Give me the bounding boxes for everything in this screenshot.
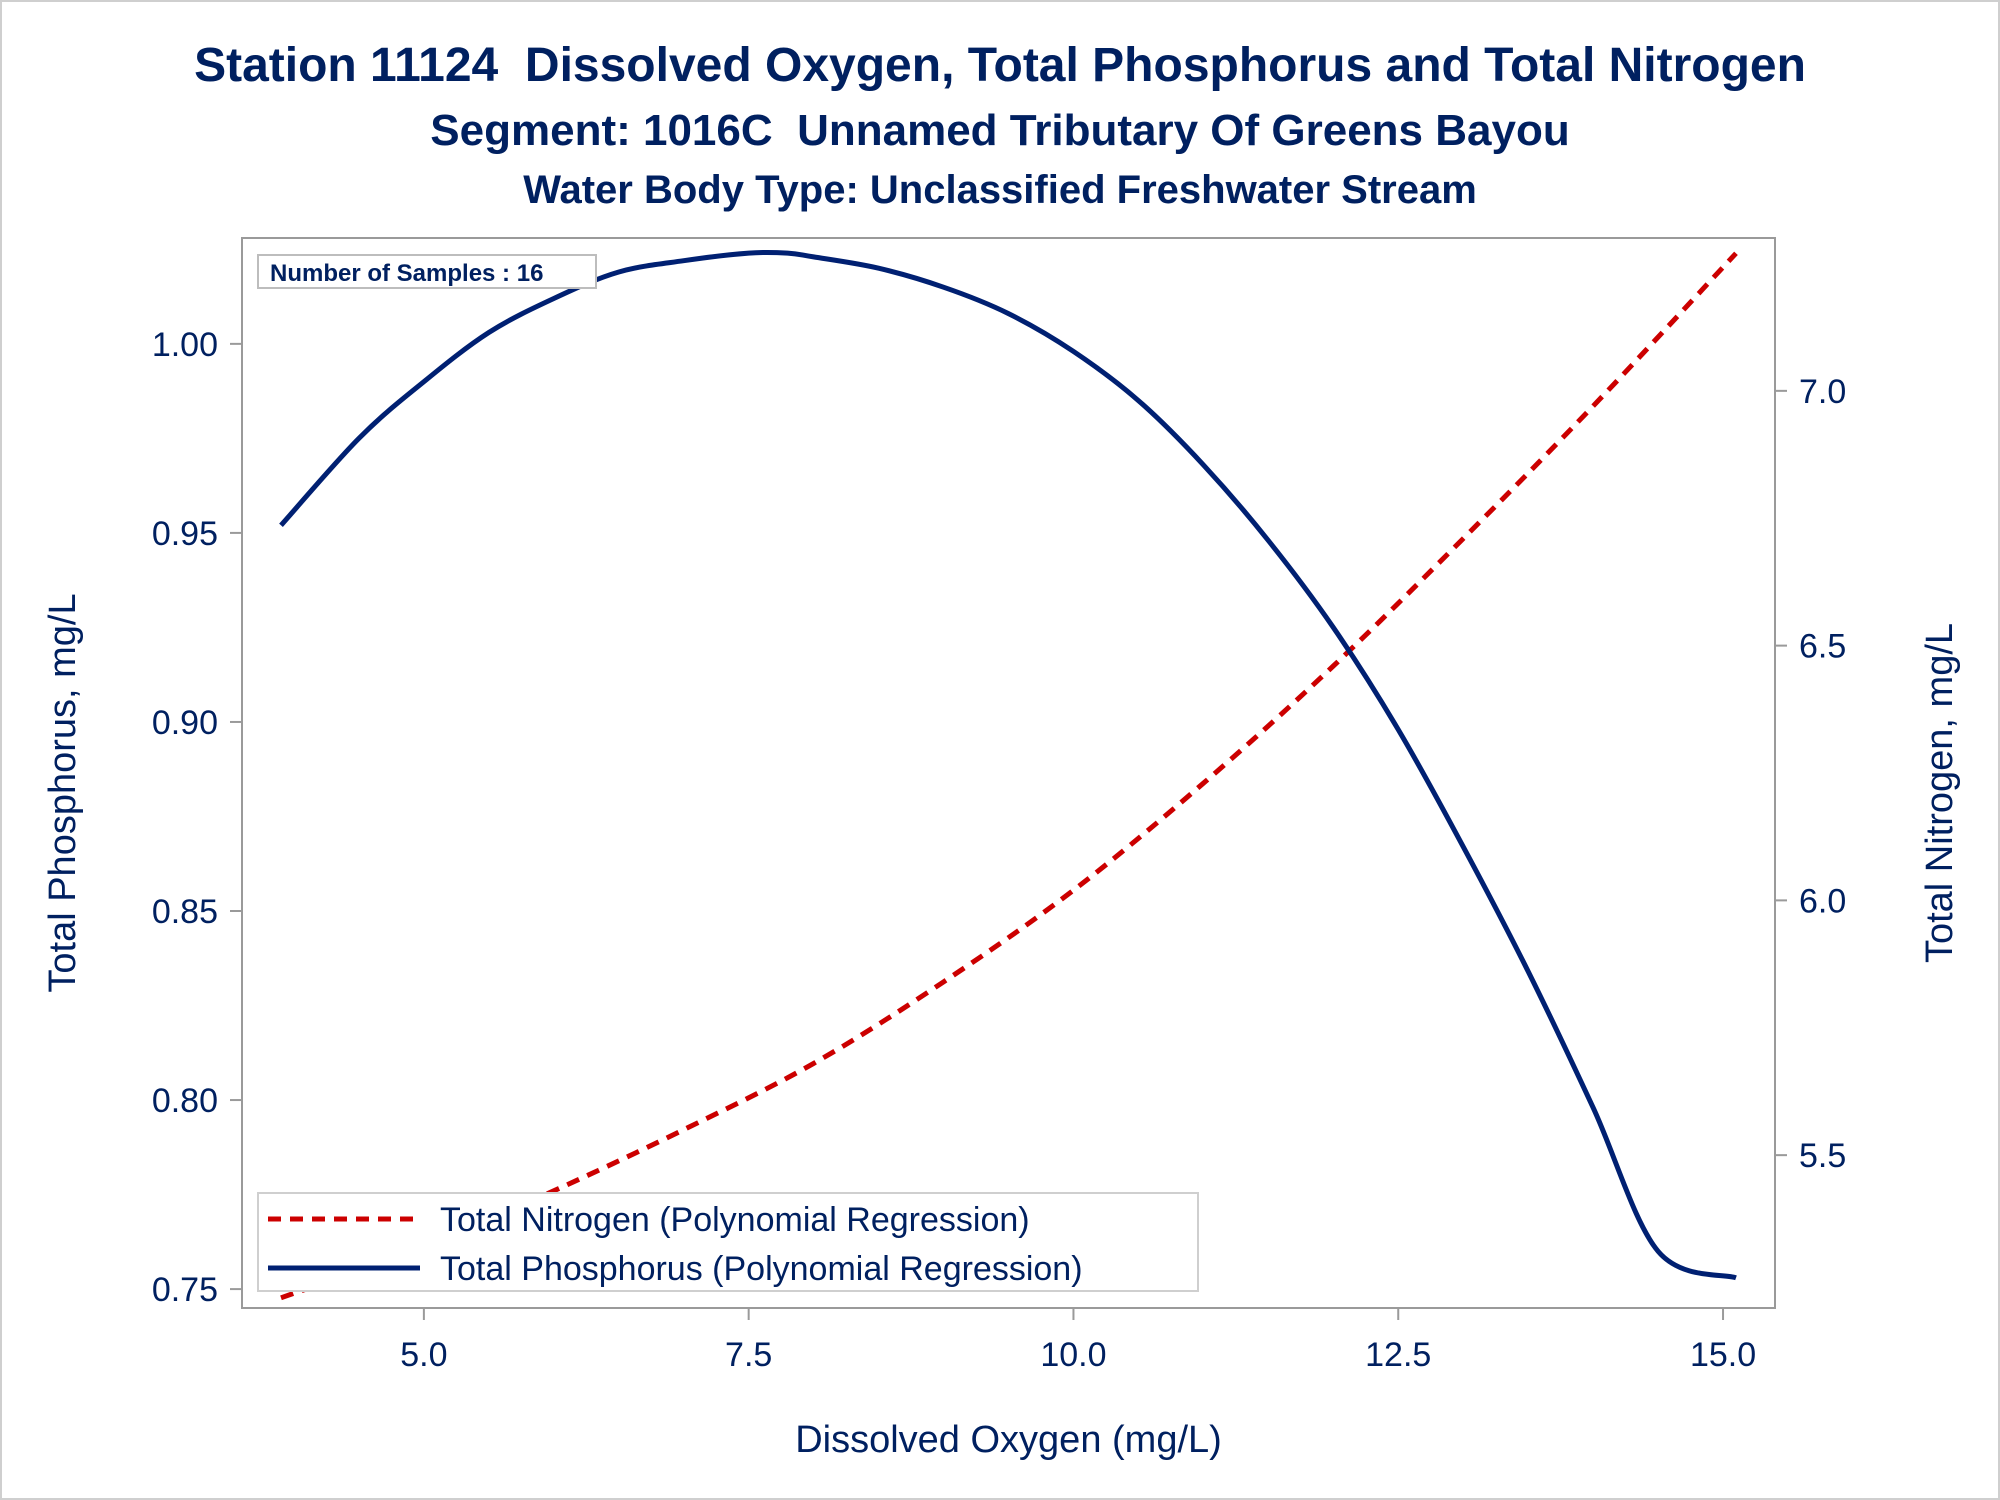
axes-group: 5.0 7.5 10.0 12.5 15.0 0.75 0.80 0.85 0.90 0.95 1.… (42, 326, 1961, 1461)
y-right-tick-label: 6.5 (1799, 628, 1846, 666)
chart-title: Station 11124 Dissolved Oxygen, Total Ph… (194, 39, 1806, 92)
y-right-tick-label: 7.0 (1799, 373, 1846, 411)
y-left-tick-label: 0.85 (152, 893, 218, 931)
y-left-tick-label: 0.75 (152, 1271, 218, 1309)
y-left-tick-label: 0.90 (152, 704, 218, 742)
legend-label-nitrogen: Total Nitrogen (Polynomial Regression) (440, 1201, 1030, 1239)
x-tick-label: 7.5 (725, 1336, 772, 1374)
legend: Total Nitrogen (Polynomial Regression) T… (257, 1192, 1199, 1292)
x-axis-label: Dissolved Oxygen (mg/L) (795, 1419, 1222, 1461)
series-layer (279, 249, 1738, 1301)
y-left-tick-label: 0.95 (152, 515, 218, 553)
legend-label-phosphorus: Total Phosphorus (Polynomial Regression) (440, 1250, 1083, 1288)
nitrogen-regression-line (280, 251, 1738, 1301)
y-left-tick-label: 0.80 (152, 1082, 218, 1120)
y-right-tick-label: 6.0 (1799, 882, 1846, 920)
x-tick-label: 15.0 (1690, 1336, 1756, 1374)
y-left-axis-label: Total Phosphorus, mg/L (42, 593, 84, 992)
x-tick-label: 5.0 (400, 1336, 447, 1374)
y-right-axis-label: Total Nitrogen, mg/L (1919, 623, 1961, 963)
plot-area (241, 237, 1776, 1309)
chart-subtitle-segment: Segment: 1016C Unnamed Tributary Of Gree… (430, 106, 1570, 155)
samples-inset: Number of Samples : 16 (257, 254, 597, 289)
samples-inset-text: Number of Samples : 16 (270, 260, 543, 287)
samples-inset-box (257, 254, 597, 289)
y-right-tick-label: 5.5 (1799, 1137, 1846, 1175)
phosphorus-regression-line (279, 249, 1737, 1281)
chart-subtitle-waterbody: Water Body Type: Unclassified Freshwater… (523, 168, 1477, 212)
x-tick-label: 12.5 (1365, 1336, 1431, 1374)
y-left-tick-label: 1.00 (152, 326, 218, 364)
legend-box (257, 1192, 1199, 1292)
x-tick-label: 10.0 (1040, 1336, 1106, 1374)
